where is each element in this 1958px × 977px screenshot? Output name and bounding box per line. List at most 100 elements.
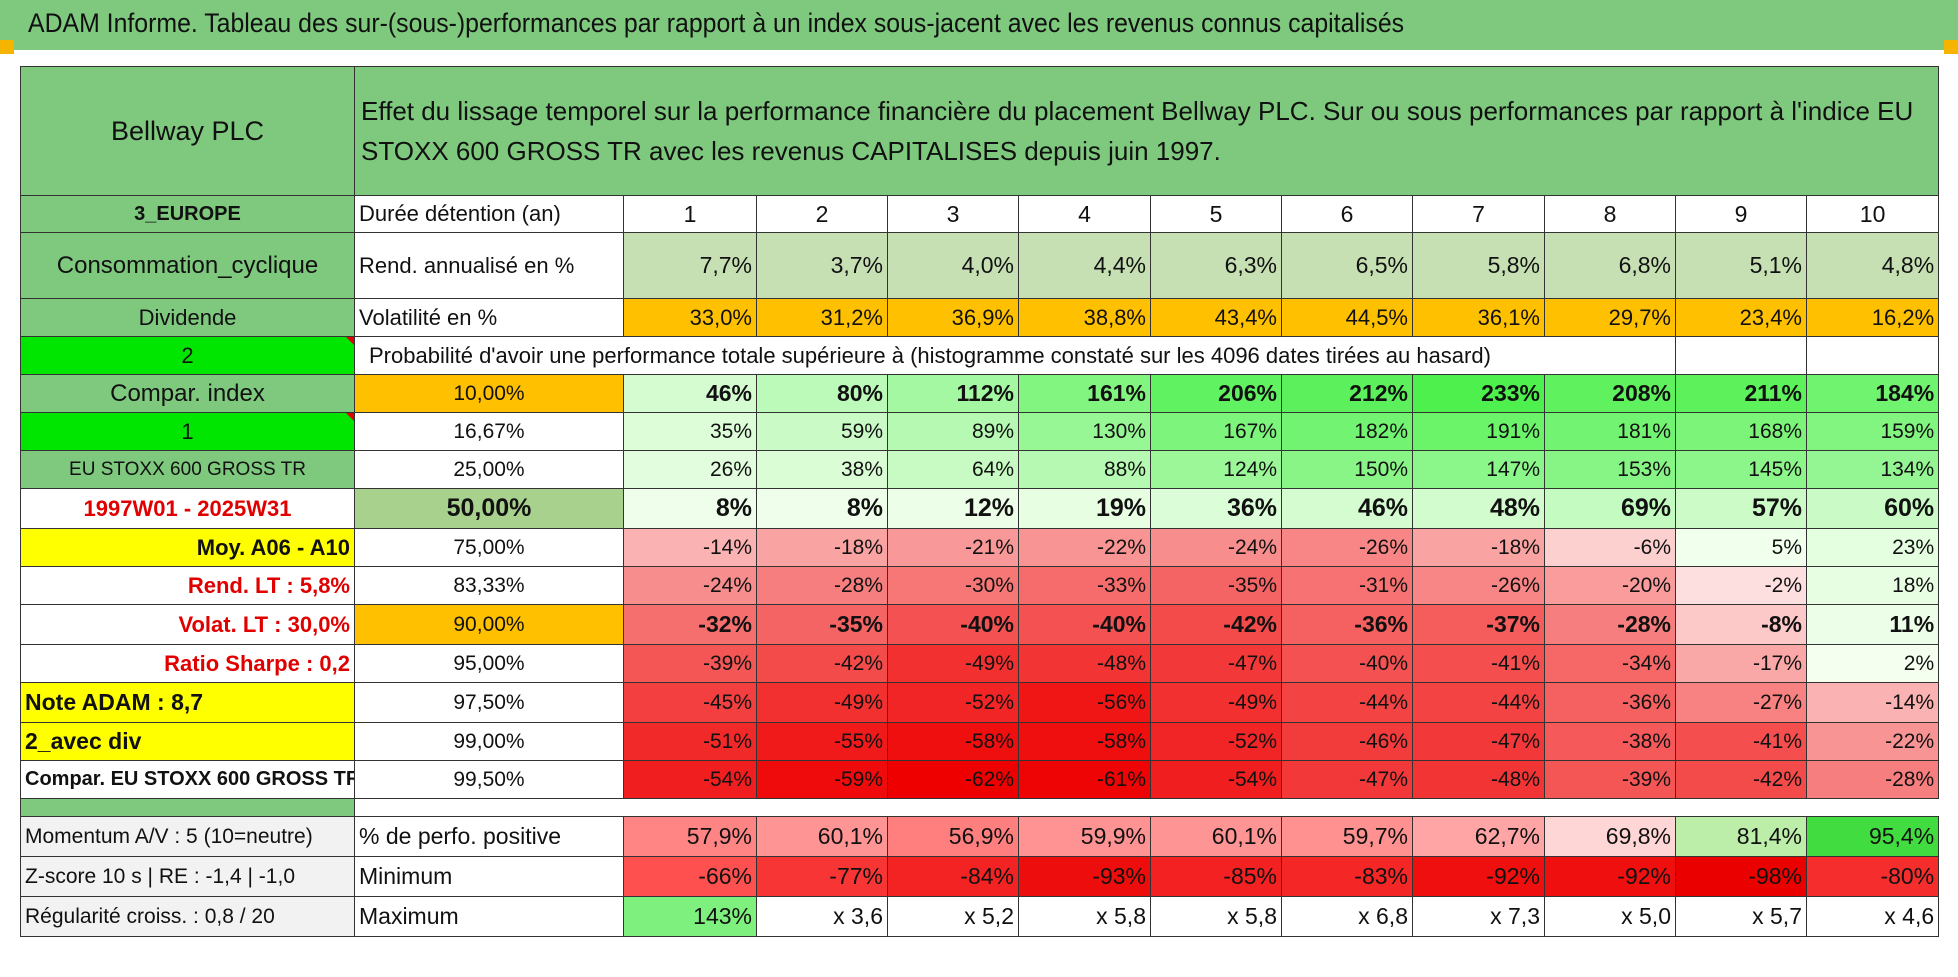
comment-marker (346, 337, 354, 345)
blank-cell (1805, 336, 1940, 375)
quantile-cell: -33% (1018, 566, 1151, 605)
minimum-cell: -83% (1281, 856, 1413, 897)
quantile-cell: 147% (1412, 450, 1545, 489)
quantile-label: 16,67% (354, 412, 624, 451)
value-2: 2 (181, 342, 194, 368)
quantile-cell: -26% (1412, 566, 1545, 605)
positive-cell: 60,1% (1150, 816, 1282, 857)
volat-cell: 23,4% (1675, 298, 1807, 337)
separator-row (20, 798, 1939, 817)
year-header-cell: 8 (1544, 195, 1676, 233)
rend-cell: 6,3% (1150, 232, 1282, 299)
sidebar-avec-div: 2_avec div (20, 722, 355, 761)
maximum-cell: x 4,6 (1805, 896, 1940, 937)
year-header-cell: 9 (1675, 195, 1807, 233)
quantile-cell: -58% (887, 722, 1019, 761)
quantile-cell: -42% (1675, 760, 1807, 799)
title-bar: ADAM Informe. Tableau des sur-(sous-)per… (0, 0, 1958, 50)
volat-cell: 44,5% (1281, 298, 1413, 337)
quantile-label: 10,00% (354, 374, 624, 413)
year-header-cell: 6 (1281, 195, 1413, 233)
quantile-cell: -35% (1150, 566, 1282, 605)
quantile-cell: -34% (1544, 644, 1676, 683)
quantile-cell: -26% (1281, 528, 1413, 567)
right-corner-marker (1944, 40, 1958, 54)
quantile-cell: -39% (1544, 760, 1676, 799)
sidebar-value-1: 1 (20, 412, 355, 451)
positive-cell: 57,9% (623, 816, 757, 857)
quantile-row: Compar. index 10,00% 46% 80% 112% 161% 206% 212… (20, 374, 1940, 413)
sidebar-compar-full: Compar. EU STOXX 600 GROSS TR (20, 760, 355, 799)
quantile-cell: -47% (1150, 644, 1282, 683)
quantile-cell: -47% (1281, 760, 1413, 799)
quantile-cell: -40% (1018, 604, 1151, 645)
quantile-label: 95,00% (354, 644, 624, 683)
positive-cell: 95,4% (1805, 816, 1940, 857)
table-description: Effet du lissage temporel sur la perform… (353, 66, 1940, 196)
performance-table: Bellway PLC Effet du lissage temporel su… (20, 66, 1940, 937)
quantile-cell: 161% (1018, 374, 1151, 413)
stats-row: Z-score 10 s | RE : -1,4 | -1,0 Minimum -6… (20, 856, 1940, 897)
quantile-cell: 59% (756, 412, 888, 451)
quantile-cell: -14% (623, 528, 757, 567)
volat-cell: 16,2% (1805, 298, 1940, 337)
positive-cell: 60,1% (756, 816, 888, 857)
stats-row: Régularité croiss. : 0,8 / 20 Maximum 143%… (20, 896, 1940, 937)
minimum-cell: -92% (1544, 856, 1676, 897)
quantile-cell: -36% (1281, 604, 1413, 645)
positive-cell: 56,9% (887, 816, 1019, 857)
quantile-cell: 8% (623, 488, 757, 529)
volat-cell: 36,1% (1412, 298, 1545, 337)
quantile-row: Note ADAM : 8,7 97,50% -45% -49% -52% -56% -49… (20, 682, 1940, 723)
minimum-cell: -93% (1018, 856, 1151, 897)
quantile-cell: -36% (1544, 682, 1676, 723)
quantile-cell: -55% (756, 722, 888, 761)
quantile-row: 1 16,67% 35% 59% 89% 130% 167% 182% 191% 181% 168%… (20, 412, 1940, 451)
separator-cell (623, 798, 757, 817)
duration-label: Durée détention (an) (354, 195, 624, 233)
quantile-cell: 48% (1412, 488, 1545, 529)
quantile-cell: -62% (887, 760, 1019, 799)
quantile-cell: -49% (887, 644, 1019, 683)
quantile-cell: -22% (1805, 722, 1940, 761)
quantile-cell: -35% (756, 604, 888, 645)
maximum-cell: x 6,8 (1281, 896, 1413, 937)
year-header-cell: 3 (887, 195, 1019, 233)
volat-cell: 43,4% (1150, 298, 1282, 337)
quantile-cell: -28% (1544, 604, 1676, 645)
page-title: ADAM Informe. Tableau des sur-(sous-)per… (28, 8, 1405, 38)
rend-cell: 5,1% (1675, 232, 1807, 299)
quantile-cell: 60% (1805, 488, 1940, 529)
quantile-cell: -54% (1150, 760, 1282, 799)
year-header-cell: 7 (1412, 195, 1545, 233)
quantile-row: 2_avec div 99,00% -51% -55% -58% -58% -52% -46%… (20, 722, 1940, 761)
volat-cell: 31,2% (756, 298, 888, 337)
quantile-cell: -56% (1018, 682, 1151, 723)
maximum-cell: x 5,7 (1675, 896, 1807, 937)
sidebar-period: 1997W01 - 2025W31 (20, 488, 355, 529)
quantile-cell: -2% (1675, 566, 1807, 605)
volat-cell: 38,8% (1018, 298, 1151, 337)
quantile-cell: -14% (1805, 682, 1940, 723)
quantile-cell: 8% (756, 488, 888, 529)
volat-cell: 33,0% (623, 298, 757, 337)
quantile-label: 99,50% (354, 760, 624, 799)
quantile-cell: -58% (1018, 722, 1151, 761)
minimum-cell: -84% (887, 856, 1019, 897)
quantile-cell: 38% (756, 450, 888, 489)
quantile-cell: 233% (1412, 374, 1545, 413)
separator-cell (354, 798, 624, 817)
quantile-cell: 159% (1805, 412, 1940, 451)
quantile-label: 83,33% (354, 566, 624, 605)
minimum-cell: -98% (1675, 856, 1807, 897)
sidebar-index-name: EU STOXX 600 GROSS TR (20, 450, 355, 489)
quantile-cell: 5% (1675, 528, 1807, 567)
separator-cell (887, 798, 1019, 817)
quantile-cell: -28% (756, 566, 888, 605)
quantile-cell: -45% (623, 682, 757, 723)
quantile-cell: -54% (623, 760, 757, 799)
rend-label: Rend. annualisé en % (354, 232, 624, 299)
quantile-row: Moy. A06 - A10 75,00% -14% -18% -21% -22% -24%… (20, 528, 1940, 567)
maximum-cell: x 5,8 (1018, 896, 1151, 937)
quantile-cell: -30% (887, 566, 1019, 605)
